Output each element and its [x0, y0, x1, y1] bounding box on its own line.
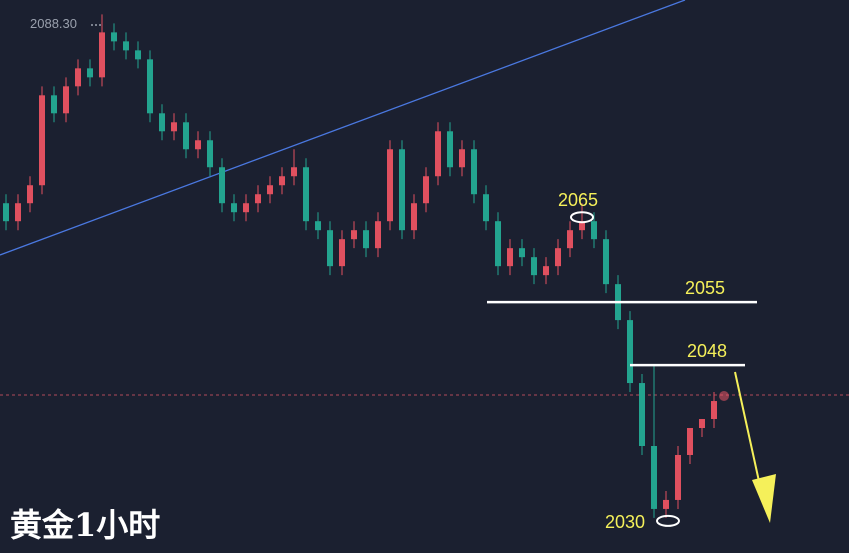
candle-body [243, 203, 249, 213]
marker-label: 2065 [558, 190, 598, 210]
candle-body [99, 32, 105, 78]
candle-body [159, 113, 165, 132]
candle-body [603, 239, 609, 285]
candle-body [147, 59, 153, 114]
candle-body [3, 203, 9, 222]
candle-body [351, 230, 357, 240]
candle-body [39, 95, 45, 186]
arrow-head [752, 474, 776, 523]
candle-body [375, 221, 381, 249]
candle-body [279, 176, 285, 186]
candle-body [135, 50, 141, 60]
marker-label: 2030 [605, 512, 645, 532]
candle-body [27, 185, 33, 204]
candle-body [123, 41, 129, 51]
candle-body [363, 230, 369, 249]
level-label: 2048 [687, 341, 727, 361]
candle-body [687, 428, 693, 455]
price-glow [719, 391, 729, 401]
candle-body [639, 383, 645, 446]
marker-circle [570, 211, 594, 224]
candle-body [51, 95, 57, 114]
candle-body [483, 194, 489, 222]
candle-body [303, 167, 309, 222]
candle-body [663, 499, 669, 509]
candle-body [675, 454, 681, 500]
candle-body [387, 149, 393, 222]
trend-line [0, 0, 686, 256]
candle-body [567, 230, 573, 249]
candle-body [183, 122, 189, 150]
candle-body [627, 320, 633, 384]
candle-body [411, 203, 417, 231]
high-label: 2088.30 [30, 16, 77, 31]
candle-body [459, 149, 465, 168]
level-label: 2055 [685, 278, 725, 298]
candle-body [255, 194, 261, 204]
candle-body [531, 257, 537, 276]
candle-body [75, 68, 81, 87]
candle-body [471, 149, 477, 195]
marker-circle [656, 514, 680, 527]
candle-body [423, 176, 429, 204]
candle-body [267, 185, 273, 195]
dots [91, 24, 101, 26]
candle-body [519, 248, 525, 258]
candle-body [111, 32, 117, 42]
candle-body [87, 68, 93, 78]
candle-body [507, 248, 513, 267]
candle-body [699, 419, 705, 429]
candle-body [207, 140, 213, 168]
candle-body [339, 239, 345, 267]
candle-body [651, 445, 657, 509]
candle-body [435, 131, 441, 177]
candle-body [543, 266, 549, 276]
candle-body [231, 203, 237, 213]
candle-body [447, 131, 453, 168]
candle-body [327, 230, 333, 267]
candle-body [711, 401, 717, 420]
arrow-shaft [734, 371, 763, 496]
chart-title: 黄金1小时 [10, 506, 160, 544]
candle-body [579, 221, 585, 231]
candle-body [399, 149, 405, 231]
candle-body [15, 203, 21, 222]
candle-body [195, 140, 201, 150]
candle-body [63, 86, 69, 114]
candle-body [555, 248, 561, 267]
candle-body [219, 167, 225, 204]
candle-body [495, 221, 501, 267]
candle-body [315, 221, 321, 231]
candle-body [291, 167, 297, 177]
candle-body [171, 122, 177, 132]
candle-body [591, 221, 597, 240]
